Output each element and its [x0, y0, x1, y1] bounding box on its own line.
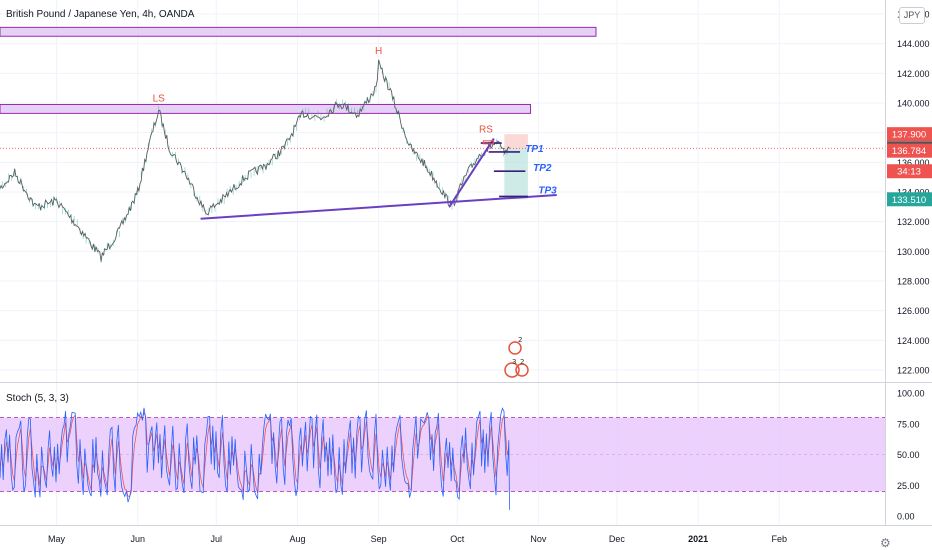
- time-tick-label: 2021: [688, 534, 708, 544]
- trend-line: [200, 193, 557, 220]
- price-tick-label: 142.000: [897, 69, 930, 79]
- stoch-title: Stoch (5, 3, 3): [6, 393, 69, 404]
- emoji-icon: [504, 362, 520, 378]
- emoji-icon-label: 3: [512, 358, 516, 366]
- price-tick-label: 122.000: [897, 366, 930, 376]
- stoch-tick-label: 0.00: [897, 512, 915, 522]
- emoji-icon-label: 2: [518, 336, 522, 344]
- pattern-label: LS: [153, 94, 166, 105]
- time-tick-label: May: [48, 534, 66, 544]
- price-tag: [887, 164, 932, 179]
- pattern-label: H: [375, 46, 382, 57]
- resistance-zone: [0, 26, 597, 37]
- time-tick-label: Sep: [371, 534, 387, 544]
- time-tick-label: Nov: [530, 534, 547, 544]
- resistance-zone: [0, 103, 532, 114]
- price-wicks: [0, 63, 508, 263]
- target-label: TP3: [538, 185, 557, 196]
- stoch-tick-label: 25.00: [897, 481, 920, 491]
- emoji-icon: [508, 341, 522, 355]
- stoch-tick-label: 100.00: [897, 389, 925, 399]
- stoch-tick-label: 50.00: [897, 450, 920, 460]
- price-tag-label: 137.900: [892, 130, 926, 141]
- price-tag: [887, 127, 932, 142]
- price-tick-label: 140.000: [897, 99, 930, 109]
- target-label: TP2: [533, 163, 552, 174]
- pattern-label: RS: [479, 125, 493, 136]
- symbol-title: British Pound / Japanese Yen, 4h, OANDA: [6, 9, 195, 20]
- time-tick-label: Dec: [609, 534, 626, 544]
- price-tag-label: 136.784: [892, 146, 926, 157]
- price-tick-label: 130.000: [897, 247, 930, 257]
- price-tick-label: 128.000: [897, 277, 930, 287]
- price-tick-label: 124.000: [897, 336, 930, 346]
- order-marker: [482, 140, 494, 145]
- price-tag-label: 133.510: [892, 195, 926, 206]
- time-tick-label: Jul: [211, 534, 223, 544]
- time-tick-label: Oct: [450, 534, 465, 544]
- stoch-band: [0, 417, 885, 492]
- stop-zone: [504, 134, 528, 149]
- time-tick-label: Feb: [772, 534, 788, 544]
- emoji-icon: [515, 363, 529, 377]
- currency-button[interactable]: JPY: [899, 7, 925, 24]
- stoch-d-line: [0, 412, 510, 497]
- stoch-tick-label: 75.00: [897, 419, 920, 429]
- trend-line: [448, 138, 495, 208]
- stoch-k-line: [0, 407, 510, 510]
- price-tag: [887, 192, 932, 207]
- settings-gear-icon[interactable]: ⚙: [880, 536, 891, 550]
- price-tick-label: 132.000: [897, 217, 930, 227]
- price-tick-label: 144.000: [897, 39, 930, 49]
- emoji-icon-label: 2: [520, 358, 524, 366]
- time-tick-label: Aug: [289, 534, 305, 544]
- target-zone: [504, 148, 528, 200]
- target-label: TP1: [525, 144, 544, 155]
- price-tag: [887, 143, 932, 158]
- price-tag-label: 34:13: [897, 167, 921, 178]
- price-tick-label: 136.000: [897, 158, 930, 168]
- price-tick-label: 126.000: [897, 306, 930, 316]
- time-tick-label: Jun: [130, 534, 145, 544]
